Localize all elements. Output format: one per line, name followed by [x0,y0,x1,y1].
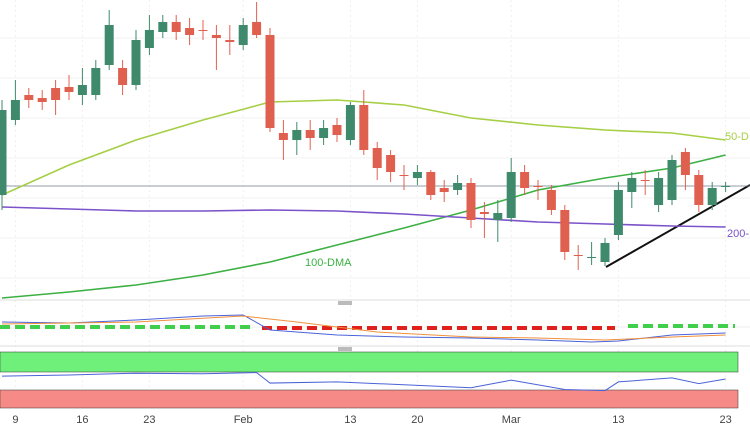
candle-body [412,172,422,178]
line-series [1,372,726,392]
x-tick-label: 23 [719,414,731,426]
series-label: 50-D [725,131,749,143]
grid [0,0,750,410]
splitter[interactable] [338,301,352,305]
candle-body [479,212,489,214]
candle-body [654,178,664,205]
candle-body [613,190,623,235]
candle-body [573,255,583,256]
candle-body [600,243,610,262]
candle-body [466,183,476,220]
candle-body [640,180,650,181]
line-series [1,154,726,299]
candle-body [77,85,87,95]
series-label: 100-DMA [305,257,352,269]
candle-body [694,175,704,205]
candle-body [453,183,463,190]
candle-body [319,128,329,138]
candle-body [24,95,34,100]
candle-body [721,186,731,187]
candle-body [91,68,101,95]
line-series [1,314,726,343]
candle-body [667,160,677,200]
rsi-overbought-band [0,351,739,373]
x-tick-label: 13 [344,414,356,426]
candle-body [51,88,61,100]
candle-body [587,257,597,258]
candle-body [399,175,409,176]
candle-body [198,30,208,31]
candle-body [506,172,516,218]
candle-body [238,25,248,45]
candle-body [278,133,288,140]
candle-body [265,35,275,128]
rsi-oversold-band [0,389,739,409]
candle-body [546,190,556,210]
candle-body [386,155,396,172]
candle-body [533,186,543,187]
candle-body [10,100,20,120]
candle-body [118,68,128,85]
x-tick-label: Feb [234,414,253,426]
candle-body [426,172,436,195]
candle-body [252,22,262,35]
x-tick-label: 16 [76,414,88,426]
series-label: 200- [727,228,749,240]
candle-body [332,125,342,135]
x-tick-label: 13 [612,414,624,426]
candle-body [225,40,235,42]
candle-body [144,30,154,48]
candle-body [64,87,74,92]
candle-body [305,130,315,138]
candle-body [707,188,717,205]
candle-body [158,22,168,32]
candle-body [171,22,181,32]
candle-body [211,35,221,38]
candle-body [520,172,530,188]
candle-body [493,213,503,220]
line-series [1,315,726,341]
candle-body [37,98,47,102]
candle-body [345,105,355,140]
candle-body [185,28,195,35]
candle-body [560,210,570,252]
candle-body [0,110,7,195]
line-series [1,99,726,196]
x-tick-label: Mar [502,414,521,426]
candle-body [627,178,637,192]
candle-body [104,25,114,65]
candle-body [680,152,690,175]
candle-body [439,188,449,192]
x-tick-label: 23 [143,414,155,426]
candle-body [359,105,369,150]
macd-histogram [0,324,735,330]
candle-body [292,130,302,140]
x-tick-label: 20 [411,414,423,426]
candle-body [131,40,141,85]
x-tick-label: 9 [12,414,18,426]
splitter[interactable] [338,347,352,351]
candle-body [372,148,382,168]
